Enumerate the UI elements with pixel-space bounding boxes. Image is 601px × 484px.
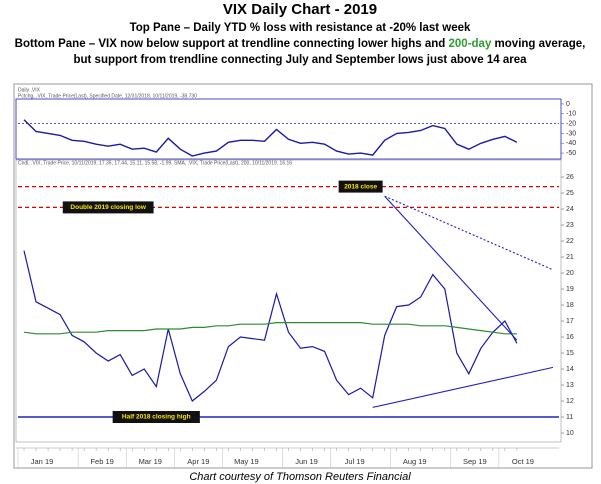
y-tick-label: -10 (566, 111, 576, 118)
y-tick-label: 15 (566, 350, 574, 357)
y-tick-label: 17 (566, 318, 574, 325)
y-tick-label: 25 (566, 190, 574, 197)
trendline (372, 366, 554, 408)
caption: Chart courtesy of Thomson Reuters Financ… (189, 471, 411, 483)
y-tick-label: 18 (566, 302, 574, 309)
series-line (23, 250, 518, 402)
level-label: 2018 close (344, 183, 377, 190)
x-tick-label: Oct 19 (512, 457, 534, 466)
y-tick-label: -20 (566, 120, 576, 127)
y-tick-label: -40 (566, 140, 576, 147)
y-tick-label: -50 (566, 150, 576, 157)
top-legend: Pctchg, .VIX, Trade Price(Last), Specifi… (18, 93, 197, 99)
level-label-box (112, 411, 200, 423)
y-tick-label: 16 (566, 334, 574, 341)
y-tick-label: 20 (566, 270, 574, 277)
y-tick-label: 24 (566, 206, 574, 213)
subtitle-part: Top Pane – Daily YTD % loss with resista… (130, 22, 471, 34)
trendline (384, 195, 518, 341)
y-tick-label: 13 (566, 382, 574, 389)
top-pane-frame (15, 98, 562, 160)
x-tick-label: Jan 19 (31, 457, 54, 466)
chart-header: Daily .VIX (18, 87, 41, 93)
x-tick-label: Sep 19 (463, 457, 487, 466)
bottom-legend: Cndl, .VIX, Trade Price, 10/11/2019, 17.… (18, 160, 292, 166)
subtitle: Bottom Pane – VIX now below support at t… (15, 38, 586, 50)
subtitle: but support from trendline connecting Ju… (73, 54, 527, 66)
level-label: Double 2019 closing low (70, 204, 146, 211)
chart-title: VIX Daily Chart - 2019 (223, 1, 377, 18)
y-tick-label: -30 (566, 130, 576, 137)
y-tick-label: 12 (566, 398, 574, 405)
y-tick-label: 14 (566, 366, 574, 373)
x-tick-label: Apr 19 (187, 457, 209, 466)
y-tick-label: 10 (566, 430, 574, 437)
x-tick-label: Feb 19 (90, 457, 113, 466)
subtitle-part: 200-day (449, 38, 492, 50)
x-tick-label: Jul 19 (345, 457, 365, 466)
subtitle-part: but support from trendline connecting Ju… (73, 54, 527, 66)
level-label: Half 2018 closing high (122, 414, 191, 421)
y-tick-label: 22 (566, 238, 574, 245)
y-tick-label: 21 (566, 254, 574, 261)
subtitle-part: Bottom Pane – VIX now below support at t… (15, 38, 449, 50)
subtitle: Top Pane – Daily YTD % loss with resista… (130, 22, 471, 34)
series-line (23, 119, 518, 157)
x-tick-label: May 19 (234, 457, 259, 466)
x-tick-label: Jun 19 (295, 457, 318, 466)
level-label-box (62, 201, 154, 214)
series-line (23, 322, 517, 335)
x-tick-label: Mar 19 (139, 457, 162, 466)
y-tick-label: 23 (566, 222, 574, 229)
x-tick-label: Aug 19 (403, 457, 427, 466)
level-label-box (338, 180, 383, 193)
y-tick-label: 11 (566, 414, 573, 421)
bottom-pane-frame (15, 159, 562, 443)
y-tick-label: 0 (566, 101, 570, 108)
trendline (384, 195, 554, 271)
subtitle-part: moving average, (491, 38, 585, 50)
y-tick-label: 19 (566, 286, 574, 293)
y-tick-label: 26 (566, 174, 574, 181)
chart-frame (13, 83, 593, 469)
